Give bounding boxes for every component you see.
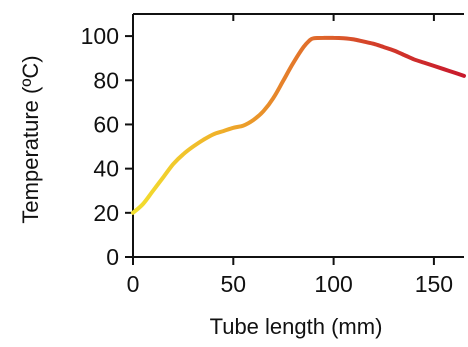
y-tick-label: 40 <box>93 156 119 182</box>
x-axis-title: Tube length (mm) <box>210 314 383 339</box>
y-ticks: 0 20 40 60 80 100 <box>81 23 133 270</box>
y-tick-label: 60 <box>93 111 119 137</box>
top-ticks <box>132 14 435 21</box>
y-tick-label: 80 <box>93 67 119 93</box>
x-tick-label: 150 <box>415 271 453 297</box>
y-tick-label: 20 <box>93 200 119 226</box>
plot-area <box>131 35 466 215</box>
x-tick-label: 0 <box>127 271 140 297</box>
y-axis-title: Temperature (ºC) <box>18 55 43 223</box>
axes <box>132 13 464 258</box>
y-tick-label: 100 <box>81 23 119 49</box>
x-tick-label: 50 <box>221 271 247 297</box>
temperature-series-line <box>131 35 466 215</box>
x-tick-label: 100 <box>314 271 352 297</box>
x-ticks: 0 50 100 150 <box>127 257 453 297</box>
y-tick-label: 0 <box>106 244 119 270</box>
